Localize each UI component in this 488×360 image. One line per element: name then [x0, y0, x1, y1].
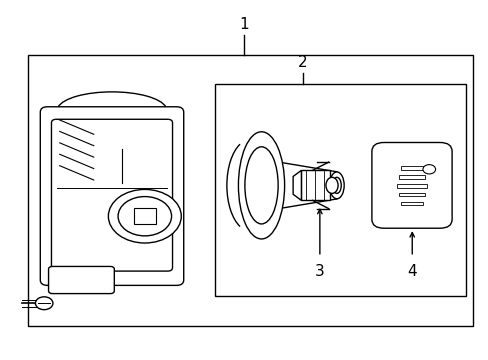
Text: 1: 1 — [239, 17, 249, 32]
FancyBboxPatch shape — [48, 266, 114, 294]
Circle shape — [422, 165, 435, 174]
Circle shape — [35, 297, 53, 310]
Ellipse shape — [238, 132, 284, 239]
Bar — [398, 193, 425, 197]
FancyBboxPatch shape — [371, 143, 451, 228]
FancyBboxPatch shape — [40, 107, 183, 285]
Circle shape — [62, 215, 69, 220]
Circle shape — [59, 212, 73, 222]
Ellipse shape — [332, 177, 341, 193]
Bar — [301, 170, 329, 201]
Bar — [134, 208, 156, 224]
Circle shape — [118, 197, 171, 236]
Text: 4: 4 — [407, 264, 416, 279]
FancyBboxPatch shape — [51, 119, 172, 271]
Bar — [58, 198, 97, 234]
Bar — [398, 175, 425, 179]
Ellipse shape — [325, 177, 337, 193]
Polygon shape — [279, 162, 336, 208]
Text: 3: 3 — [314, 264, 324, 279]
Circle shape — [78, 212, 91, 222]
Bar — [28, 55, 472, 327]
Bar — [400, 166, 423, 170]
Ellipse shape — [329, 172, 344, 199]
Bar — [400, 202, 423, 205]
Bar — [215, 84, 465, 296]
Circle shape — [108, 189, 181, 243]
Polygon shape — [292, 170, 301, 201]
Ellipse shape — [244, 147, 278, 224]
Text: 2: 2 — [297, 55, 307, 70]
Circle shape — [81, 215, 88, 220]
Bar — [396, 184, 427, 188]
